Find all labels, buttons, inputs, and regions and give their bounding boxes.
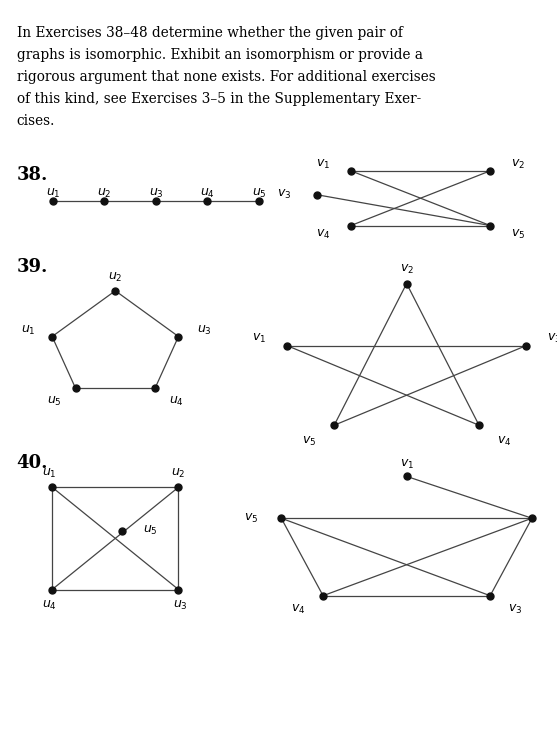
Text: $v_{2}$: $v_{2}$ bbox=[555, 511, 557, 525]
Text: $u_{5}$: $u_{5}$ bbox=[143, 524, 158, 537]
Text: $u_{1}$: $u_{1}$ bbox=[21, 324, 36, 337]
Text: $u_{4}$: $u_{4}$ bbox=[42, 599, 57, 612]
Text: rigorous argument that none exists. For additional exercises: rigorous argument that none exists. For … bbox=[17, 70, 436, 84]
Text: $v_{1}$: $v_{1}$ bbox=[316, 158, 330, 170]
Text: $u_{3}$: $u_{3}$ bbox=[173, 599, 188, 612]
Text: of this kind, see Exercises 3–5 in the Supplementary Exer-: of this kind, see Exercises 3–5 in the S… bbox=[17, 92, 421, 106]
Text: $u_{1}$: $u_{1}$ bbox=[42, 466, 57, 480]
Text: In Exercises 38–48 determine whether the given pair of: In Exercises 38–48 determine whether the… bbox=[17, 26, 403, 40]
Text: $v_{2}$: $v_{2}$ bbox=[399, 263, 414, 276]
Text: 40.: 40. bbox=[17, 454, 48, 472]
Text: $v_{1}$: $v_{1}$ bbox=[252, 332, 266, 345]
Text: $u_{1}$: $u_{1}$ bbox=[46, 187, 60, 200]
Text: $u_{3}$: $u_{3}$ bbox=[149, 187, 163, 200]
Text: $u_{4}$: $u_{4}$ bbox=[200, 187, 215, 200]
Text: $u_{2}$: $u_{2}$ bbox=[171, 466, 185, 480]
Text: $v_{3}$: $v_{3}$ bbox=[508, 603, 522, 616]
Text: 39.: 39. bbox=[17, 258, 48, 276]
Text: $v_{3}$: $v_{3}$ bbox=[277, 188, 291, 201]
Text: $v_{4}$: $v_{4}$ bbox=[316, 227, 330, 241]
Text: $v_{5}$: $v_{5}$ bbox=[511, 227, 525, 241]
Text: $u_{2}$: $u_{2}$ bbox=[108, 271, 123, 284]
Text: $u_{5}$: $u_{5}$ bbox=[47, 395, 62, 408]
Text: $v_{2}$: $v_{2}$ bbox=[511, 158, 525, 170]
Text: $v_{1}$: $v_{1}$ bbox=[399, 458, 414, 471]
Text: $u_{5}$: $u_{5}$ bbox=[252, 187, 266, 200]
Text: $u_{4}$: $u_{4}$ bbox=[169, 395, 184, 408]
Text: graphs is isomorphic. Exhibit an isomorphism or provide a: graphs is isomorphic. Exhibit an isomorp… bbox=[17, 48, 423, 62]
Text: $v_{5}$: $v_{5}$ bbox=[243, 511, 258, 525]
Text: $u_{3}$: $u_{3}$ bbox=[197, 324, 212, 337]
Text: $v_{3}$: $v_{3}$ bbox=[547, 332, 557, 345]
Text: $v_{4}$: $v_{4}$ bbox=[497, 435, 511, 448]
Text: $u_{2}$: $u_{2}$ bbox=[97, 187, 112, 200]
Text: cises.: cises. bbox=[17, 114, 55, 128]
Text: $v_{4}$: $v_{4}$ bbox=[291, 603, 305, 616]
Text: $v_{5}$: $v_{5}$ bbox=[302, 435, 316, 448]
Text: 38.: 38. bbox=[17, 166, 48, 184]
